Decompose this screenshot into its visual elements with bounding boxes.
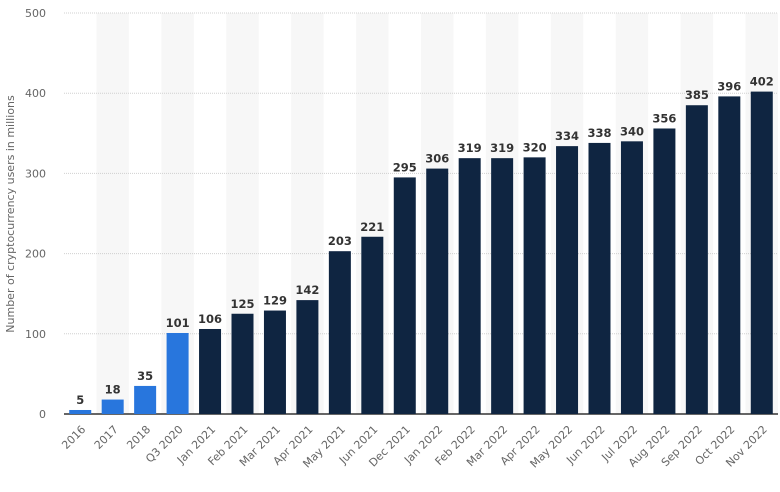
bar [523, 157, 546, 415]
bar [101, 399, 124, 414]
bar [588, 142, 611, 414]
data-label: 306 [425, 152, 449, 166]
data-label: 35 [137, 369, 153, 383]
data-label: 125 [230, 297, 254, 311]
data-label: 402 [750, 75, 774, 89]
bar [491, 158, 514, 414]
data-label: 142 [295, 283, 319, 297]
data-label: 129 [263, 294, 287, 308]
data-label: 396 [717, 79, 741, 93]
bar [718, 96, 741, 415]
data-label: 221 [360, 220, 384, 234]
data-label: 5 [76, 393, 84, 407]
x-tick-label: 2018 [124, 423, 153, 452]
bar [134, 385, 157, 414]
y-tick-label: 200 [25, 248, 46, 261]
data-label: 295 [393, 160, 417, 174]
y-tick-label: 100 [25, 328, 46, 341]
bar [426, 168, 449, 414]
bar [199, 328, 222, 414]
column-band [96, 13, 129, 414]
bar [620, 141, 643, 414]
data-label: 385 [685, 88, 709, 102]
data-label: 334 [555, 129, 579, 143]
bar [750, 91, 773, 414]
y-axis-label: Number of cryptocurrency users in millio… [4, 95, 17, 333]
bar [263, 310, 286, 414]
data-label: 101 [166, 316, 190, 330]
bar [685, 105, 708, 414]
data-label: 319 [458, 141, 482, 155]
data-label: 106 [198, 312, 222, 326]
bar [556, 146, 579, 414]
data-label: 18 [105, 383, 121, 397]
y-tick-label: 500 [25, 7, 46, 20]
data-label: 340 [620, 124, 644, 138]
data-label: 320 [523, 140, 547, 154]
y-tick-label: 300 [25, 167, 46, 180]
x-tick-label: 2017 [92, 423, 121, 452]
bar [458, 158, 481, 414]
bar [653, 128, 676, 414]
bar [296, 300, 319, 414]
data-label: 319 [490, 141, 514, 155]
bar [328, 251, 351, 414]
bar [231, 313, 254, 414]
data-label: 338 [587, 126, 611, 140]
bar [361, 236, 384, 414]
data-label: 203 [328, 234, 352, 248]
bar [166, 332, 189, 414]
bar [69, 409, 92, 414]
data-label: 356 [652, 111, 676, 125]
bar [393, 177, 416, 414]
y-tick-label: 400 [25, 87, 46, 100]
x-tick-label: 2016 [59, 423, 88, 452]
y-tick-label: 0 [39, 408, 46, 421]
